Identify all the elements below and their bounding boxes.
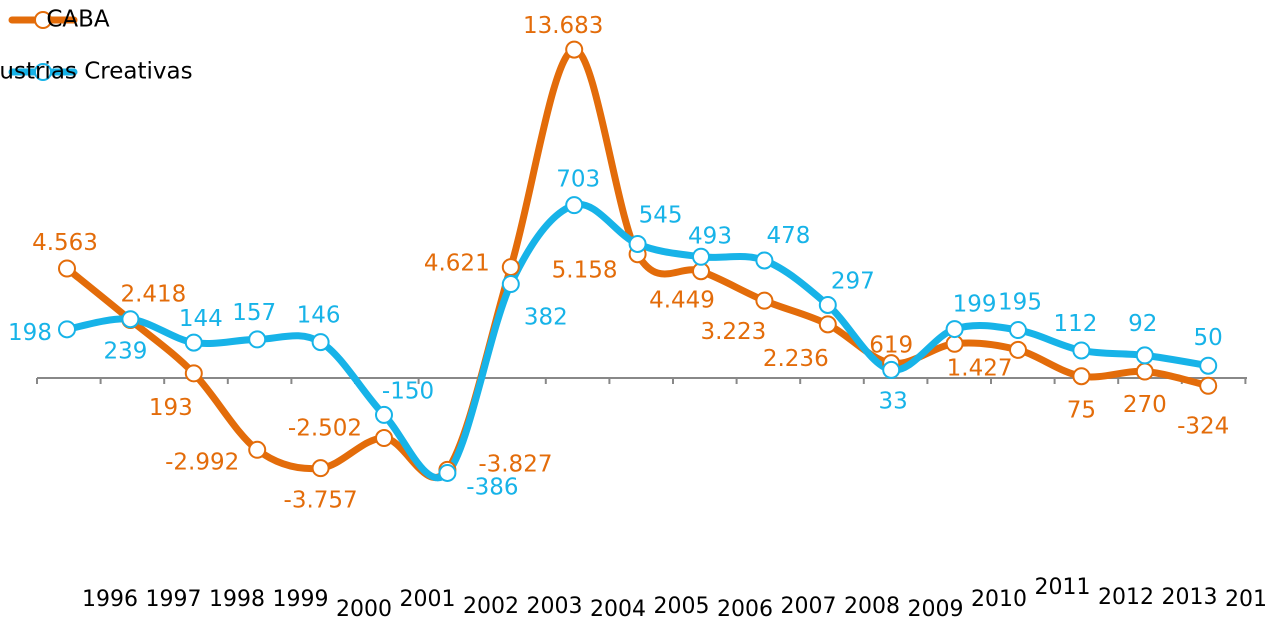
data-point [565,196,584,215]
data-point [1009,340,1027,359]
x-tick-label: 1997 [146,587,202,612]
x-tick-label: 2002 [463,594,519,619]
x-tick-label: 2007 [781,594,837,619]
data-label: -150 [382,378,434,404]
data-label: 4.621 [424,251,490,277]
x-tick-label: 2001 [400,587,456,612]
data-point [501,275,520,294]
data-label: 33 [879,388,908,414]
data-label: -2.992 [165,449,239,475]
data-point [882,360,901,379]
x-tick-label: 2009 [908,597,964,621]
data-label: 619 [869,333,913,359]
data-point [58,320,76,339]
data-point [565,40,584,59]
data-label: 2.236 [763,346,829,372]
x-tick-label: 2011 [1035,575,1091,600]
data-label: 144 [179,306,223,332]
x-tick-label: 2004 [590,597,646,621]
data-label: 195 [998,290,1042,316]
data-point [121,310,140,329]
data-label: 198 [8,320,52,346]
series-line [63,200,1212,482]
legend-label: Industrias Creativas [0,59,193,85]
data-point [1135,346,1154,365]
data-label: -3.757 [284,488,358,514]
data-point [1072,367,1091,386]
x-tick-label: 2000 [336,597,392,621]
data-label: 199 [953,292,997,318]
x-tick-label: 2010 [971,587,1027,612]
legend-marker [34,11,52,29]
data-label: 382 [524,305,568,331]
data-label: 50 [1194,325,1223,351]
data-point [628,234,647,253]
x-tick-label: 1996 [82,587,138,612]
data-point [1199,376,1218,395]
data-point [1135,362,1154,381]
data-point [438,463,457,482]
x-tick-label: 2012 [1098,585,1154,610]
data-label: -2.502 [288,416,362,442]
x-tick-label: 2003 [527,594,583,619]
data-point [1009,321,1027,340]
data-label: 270 [1123,392,1167,418]
data-label: 193 [149,395,193,421]
data-point [755,291,774,310]
data-point [184,333,203,352]
x-tick-label: 2005 [654,594,710,619]
data-label: -386 [466,474,518,500]
data-label: 478 [766,223,810,249]
data-label: 146 [297,303,341,329]
data-label: 545 [639,202,683,228]
data-label: 92 [1128,311,1157,337]
data-point [945,334,964,353]
data-label: 157 [232,300,276,326]
data-label: 1.427 [947,355,1013,381]
legend-label: CABA [46,7,110,33]
data-point [248,330,267,349]
data-label: 2.418 [120,281,186,307]
data-label: 4.449 [649,288,715,314]
data-label: 112 [1053,311,1097,337]
x-tick-label: 1998 [209,587,265,612]
data-point [311,333,330,352]
x-tick-label: 1999 [273,587,329,612]
data-point [818,295,837,314]
data-point [818,315,837,334]
data-label: 703 [556,167,600,193]
data-point [184,364,203,383]
data-point [692,247,710,266]
x-tick-label: 2013 [1162,585,1218,610]
data-label: 75 [1067,398,1096,424]
data-label: 297 [831,268,875,294]
data-point [755,251,774,270]
data-point [1199,356,1218,375]
data-label: -324 [1177,413,1229,439]
data-point [375,429,393,448]
data-label: 4.563 [32,230,98,256]
data-point [58,259,76,278]
series-line [63,46,1212,481]
x-tick-label: 2006 [717,597,773,621]
legend-marker [34,63,52,81]
data-point [248,440,267,459]
data-point [375,405,393,424]
data-label: 239 [103,339,147,365]
data-label: -3.827 [478,451,552,477]
data-point [501,258,520,277]
data-label: 3.223 [700,319,766,345]
data-point [311,459,330,478]
data-point [945,320,964,339]
x-tick-label: 2008 [844,594,900,619]
data-label: 493 [688,223,732,249]
data-point [1072,341,1091,360]
data-label: 5.158 [552,258,618,284]
data-label: 13.683 [523,13,603,39]
